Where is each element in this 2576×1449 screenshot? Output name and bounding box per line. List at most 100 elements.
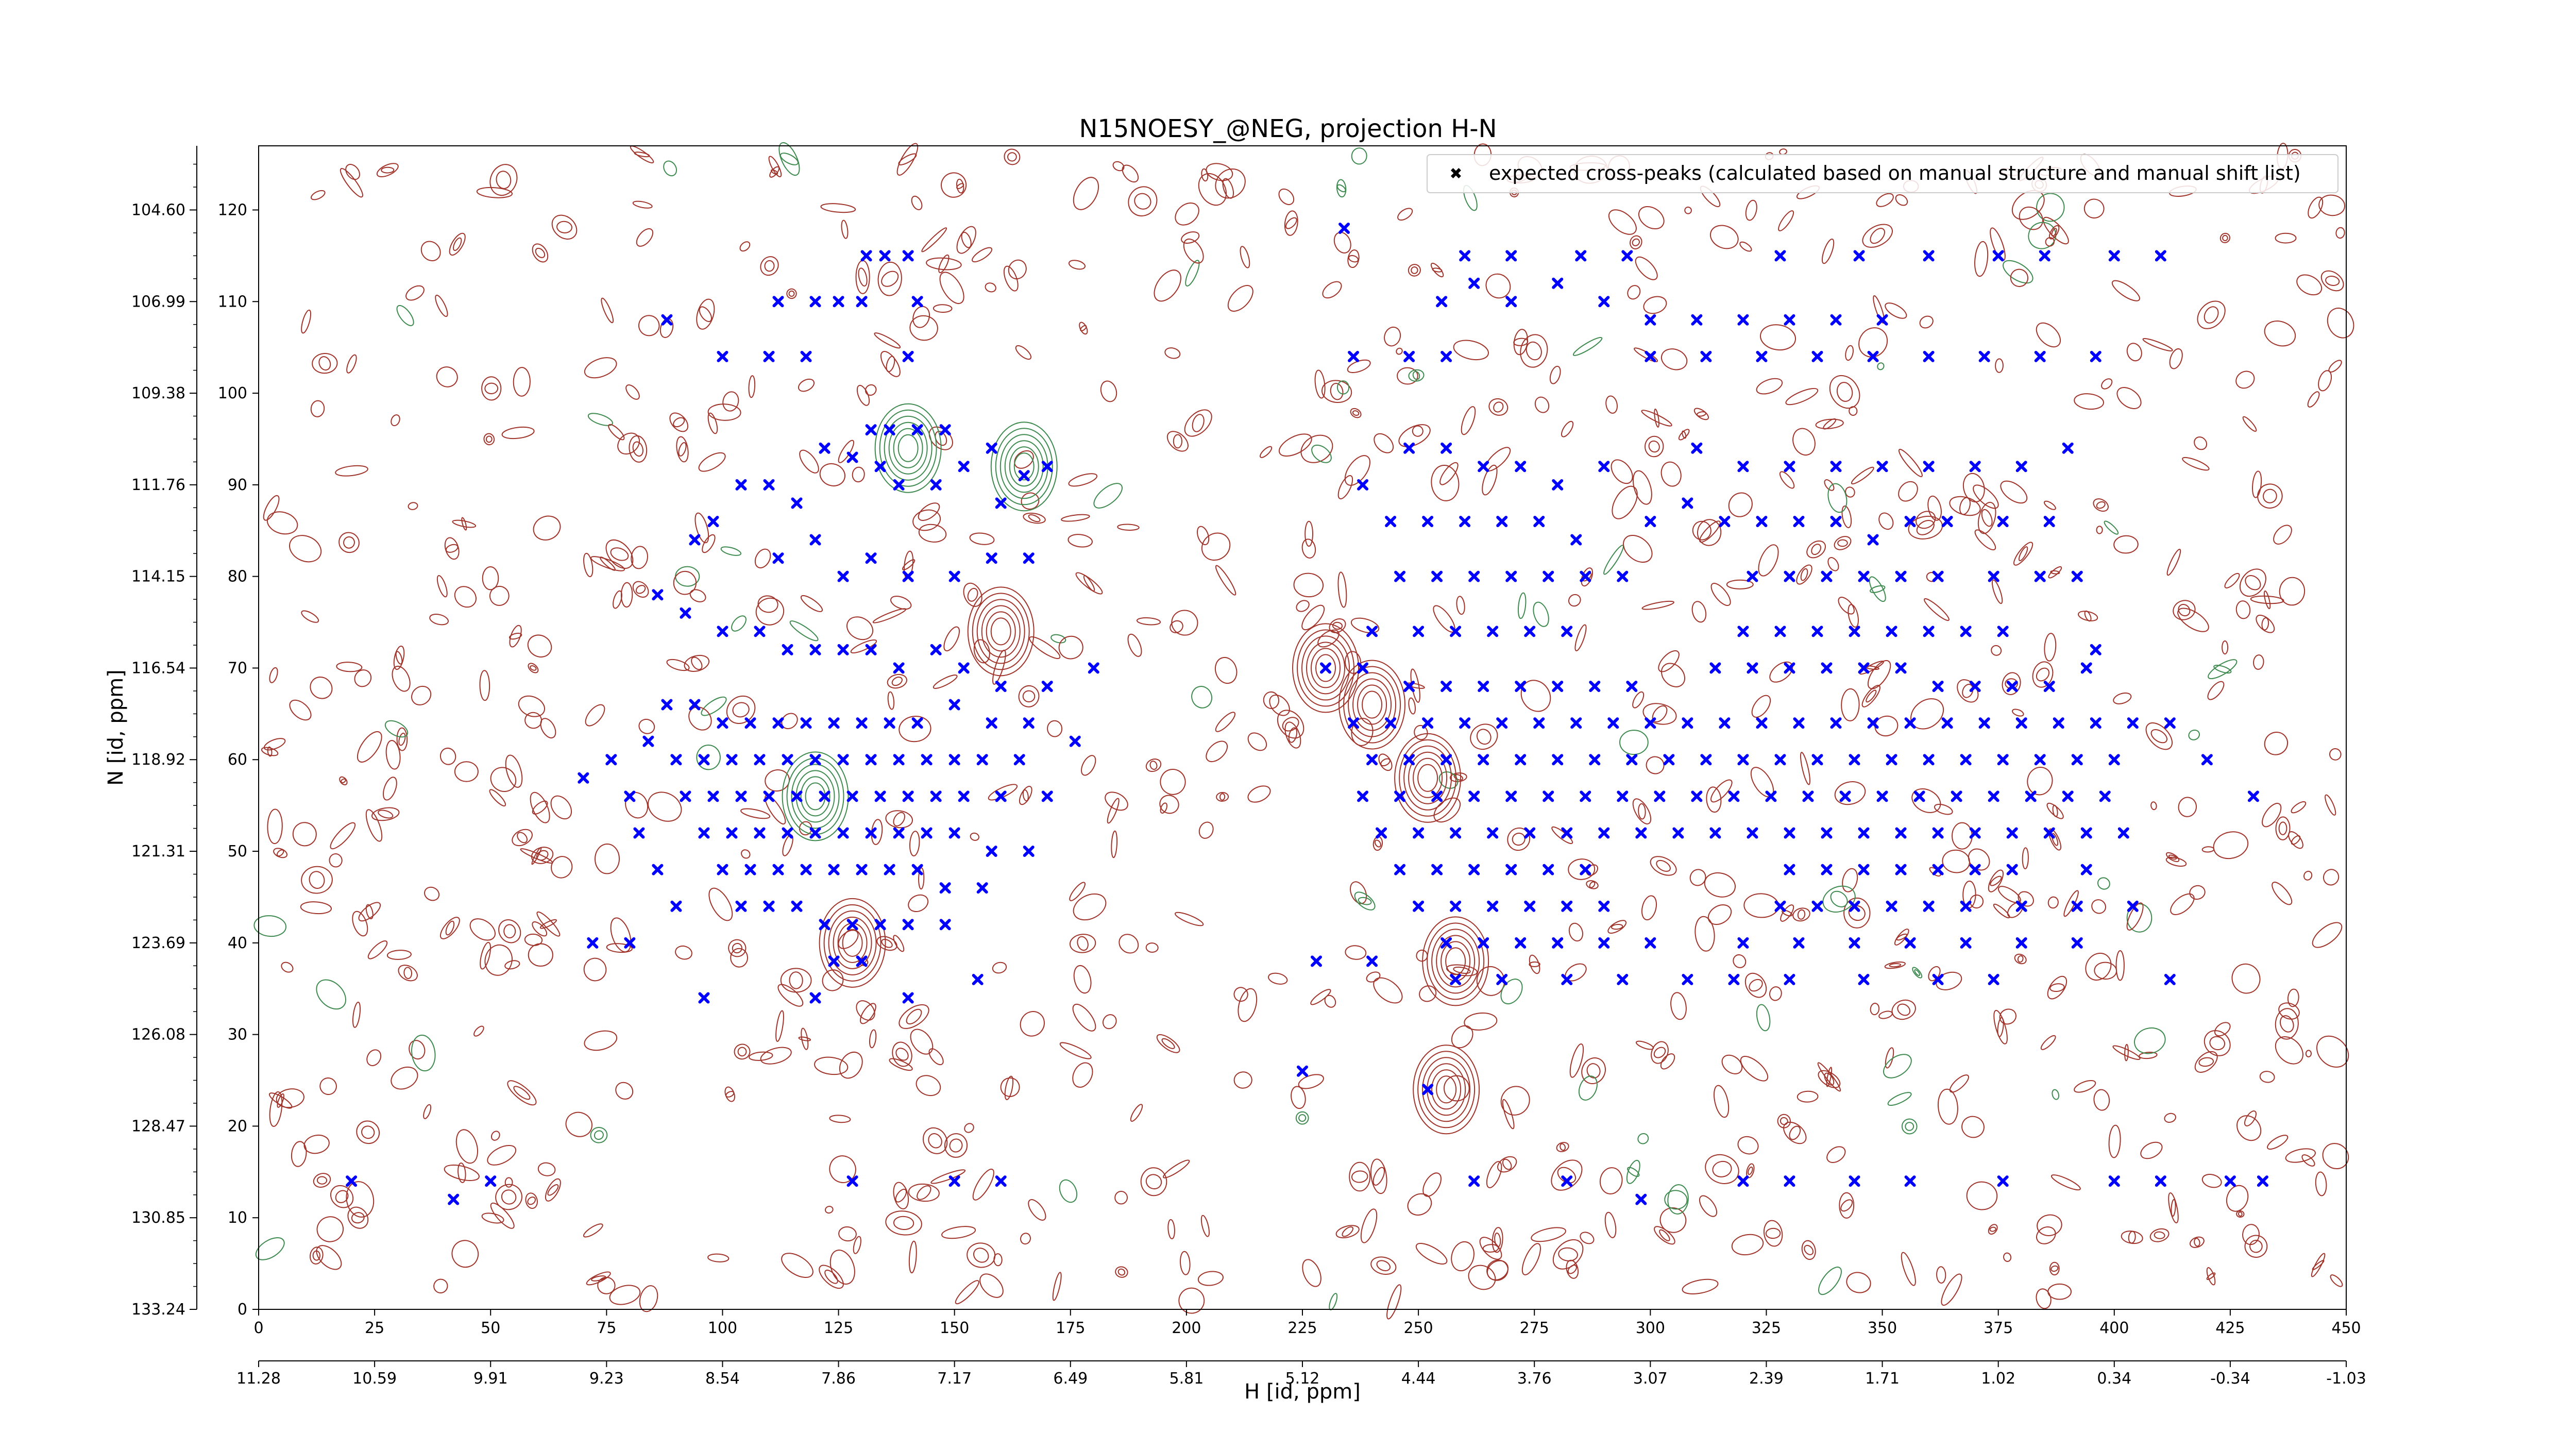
contour-ring (933, 675, 958, 689)
contour-ring (943, 626, 960, 652)
contour-cluster-ring (1399, 739, 1457, 817)
cross-peak-marker (1904, 1175, 1916, 1187)
contour-ring (267, 808, 283, 845)
contour-ring (1661, 663, 1685, 687)
contour-ring (1464, 1012, 1498, 1031)
contour-ring (860, 1003, 876, 1024)
contour-ring (2044, 633, 2057, 662)
contour-ring (2325, 794, 2336, 816)
y-tick-label: 70 (228, 659, 247, 677)
contour-ring (1336, 380, 1350, 395)
cross-peak-marker (819, 919, 831, 931)
contour-ring (429, 614, 449, 626)
contour-ring (473, 1025, 484, 1037)
cross-peak-marker (1728, 790, 1740, 802)
contour-ring (2263, 590, 2271, 610)
contour-ring (1029, 636, 1061, 659)
contour-ring (838, 1226, 857, 1242)
cross-peak-marker (828, 717, 840, 729)
contour-ring (490, 1131, 500, 1141)
cross-peak-marker (809, 754, 821, 766)
cross-peak-marker (698, 827, 710, 839)
contour-ring (2231, 963, 2261, 994)
contour-ring (1654, 408, 1659, 428)
contour-ring (1127, 633, 1142, 657)
cross-peak-marker (800, 350, 812, 362)
contour-ring (1171, 610, 1198, 636)
contour-ring (779, 153, 799, 165)
cross-peak-marker (1923, 626, 1935, 637)
contour-ring (2040, 1035, 2056, 1050)
contour-ring (725, 1091, 735, 1098)
contour-ring (1916, 511, 1936, 529)
cross-peak-marker (1858, 570, 1870, 582)
cross-peak-marker (1357, 479, 1369, 491)
cross-peak-marker (2090, 350, 2102, 362)
contour-cluster-ring (888, 422, 928, 475)
cross-peak-marker (1969, 680, 1981, 692)
cross-peak-marker (986, 717, 997, 729)
contour-ring (1811, 544, 1821, 555)
contour-ring (1407, 1193, 1432, 1216)
contour-ring (1792, 428, 1816, 456)
cross-peak-marker (1663, 754, 1675, 766)
cross-peak-marker (1018, 470, 1030, 482)
cross-peak-marker (698, 992, 710, 1004)
cross-peak-marker (2099, 790, 2111, 802)
cross-peak-marker (2034, 754, 2046, 766)
cross-peak-marker (1858, 662, 1870, 674)
contour-ring (269, 667, 278, 683)
contour-ring (1500, 979, 1523, 1005)
contour-ring (1021, 492, 1040, 510)
cross-peak-marker (707, 515, 719, 527)
cross-peak-marker (902, 992, 914, 1004)
x-axis-title: H [id, ppm] (1244, 1380, 1361, 1404)
x-tick-label: 200 (1172, 1319, 1201, 1337)
contour-cluster-ring (1352, 678, 1392, 731)
contour-ring (1111, 830, 1118, 858)
contour-ring (1453, 340, 1489, 361)
x-ppm-tick-label: 6.49 (1053, 1370, 1088, 1388)
cross-peak-marker (772, 296, 784, 308)
contour-cluster-ring (1306, 642, 1346, 695)
contour-ring (2084, 610, 2092, 622)
contour-ring (2032, 661, 2054, 688)
cross-peak-marker (1839, 790, 1851, 802)
cross-peak-marker (1904, 515, 1916, 527)
contour-cluster-ring (1422, 916, 1489, 1006)
cross-peak-marker (828, 955, 840, 967)
cross-peak-marker (772, 552, 784, 564)
contour-ring (1342, 1226, 1353, 1237)
contour-ring (1533, 601, 1549, 627)
cross-peak-marker (1617, 570, 1629, 582)
cross-peak-marker (1598, 296, 1610, 308)
contour-cluster-ring (1436, 1075, 1457, 1104)
contour-ring (1990, 875, 2002, 886)
cross-peak-marker (986, 552, 997, 564)
cross-peak-marker (995, 790, 1007, 802)
contour-ring (1285, 217, 1297, 229)
cross-peak-marker (726, 827, 738, 839)
cross-peak-marker (1496, 515, 1508, 527)
contour-ring (699, 306, 713, 322)
contour-ring (2013, 542, 2033, 566)
contour-ring (1884, 961, 1906, 969)
contour-ring (484, 944, 513, 976)
cross-peak-marker (2155, 250, 2166, 262)
contour-ring (391, 414, 400, 427)
cross-peak-marker (1895, 864, 1907, 875)
cross-peak-marker (893, 662, 905, 674)
contour-ring (484, 382, 499, 395)
contour-ring (893, 935, 905, 952)
contour-ring (1866, 689, 1877, 703)
contour-ring (734, 1043, 751, 1060)
contour-ring (1699, 520, 1721, 543)
contour-ring (584, 357, 617, 379)
contour-ring (625, 384, 640, 400)
contour-ring (267, 746, 273, 757)
contour-ring (1047, 720, 1063, 737)
cross-peak-marker (828, 864, 840, 875)
cross-peak-marker (1853, 250, 1865, 262)
contour-ring (1122, 164, 1139, 183)
contour-ring (590, 1126, 608, 1143)
